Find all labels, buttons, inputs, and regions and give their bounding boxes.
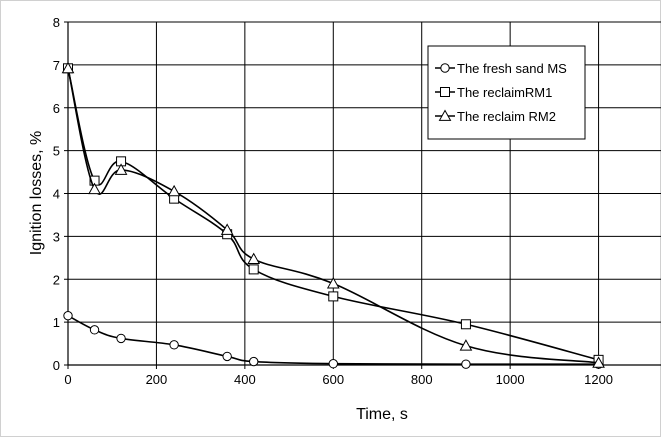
x-ticks: 0200400600800100012001400 [64,365,613,387]
legend: The fresh sand MS The reclaimRM1 The recla… [427,45,586,140]
y-tick-label: 8 [53,15,60,30]
data-point-circle [116,333,126,344]
y-tick-label: 1 [53,315,60,330]
data-point-triangle [247,252,261,264]
series-triangle [61,61,605,368]
data-point-circle [461,359,471,369]
data-point-triangle [114,163,128,175]
data-point-circle [63,310,73,321]
legend-marker-square [440,87,450,97]
x-tick-label: 200 [146,372,168,387]
legend-marker-triangle [438,109,452,121]
legend-marker-circle [440,63,450,73]
legend-label: The fresh sand MS [457,61,567,76]
data-point-triangle [61,61,75,74]
x-tick-label: 400 [234,372,256,387]
y-tick-label: 7 [53,58,60,73]
y-tick-label: 5 [53,144,60,159]
y-tick-label: 3 [53,229,60,244]
data-point-circle [169,340,179,350]
data-point-triangle [167,184,181,197]
data-point-triangle [88,182,101,195]
y-ticks: 0 1 2 3 4 5 6 7 8 [53,15,68,373]
y-tick-label: 0 [53,358,60,373]
data-point-triangle [592,356,605,368]
data-point-circle [328,359,338,369]
data-point-square [328,291,339,302]
y-tick-label: 2 [53,272,60,287]
data-point-circle [222,351,232,362]
data-point-circle [89,325,100,335]
x-tick-label: 800 [411,372,433,387]
y-tick-label: 4 [53,187,60,202]
data-point-circle [249,356,259,367]
legend-label: The reclaim RM2 [457,109,556,124]
data-point-triangle [220,223,234,235]
x-tick-label: 0 [64,372,71,387]
x-axis-title: Time, s [356,406,408,423]
data-point-square [460,319,471,330]
legend-label: The reclaimRM1 [457,85,552,100]
data-point-square [248,264,259,275]
x-tick-label: 600 [322,372,344,387]
y-tick-label: 6 [53,101,60,116]
x-tick-label: 1200 [584,372,613,387]
data-point-triangle [326,277,340,289]
data-point-triangle [459,339,473,351]
y-axis-title: Ignition losses, % [28,131,45,256]
series-group [61,61,605,369]
x-tick-label: 1000 [496,372,525,387]
